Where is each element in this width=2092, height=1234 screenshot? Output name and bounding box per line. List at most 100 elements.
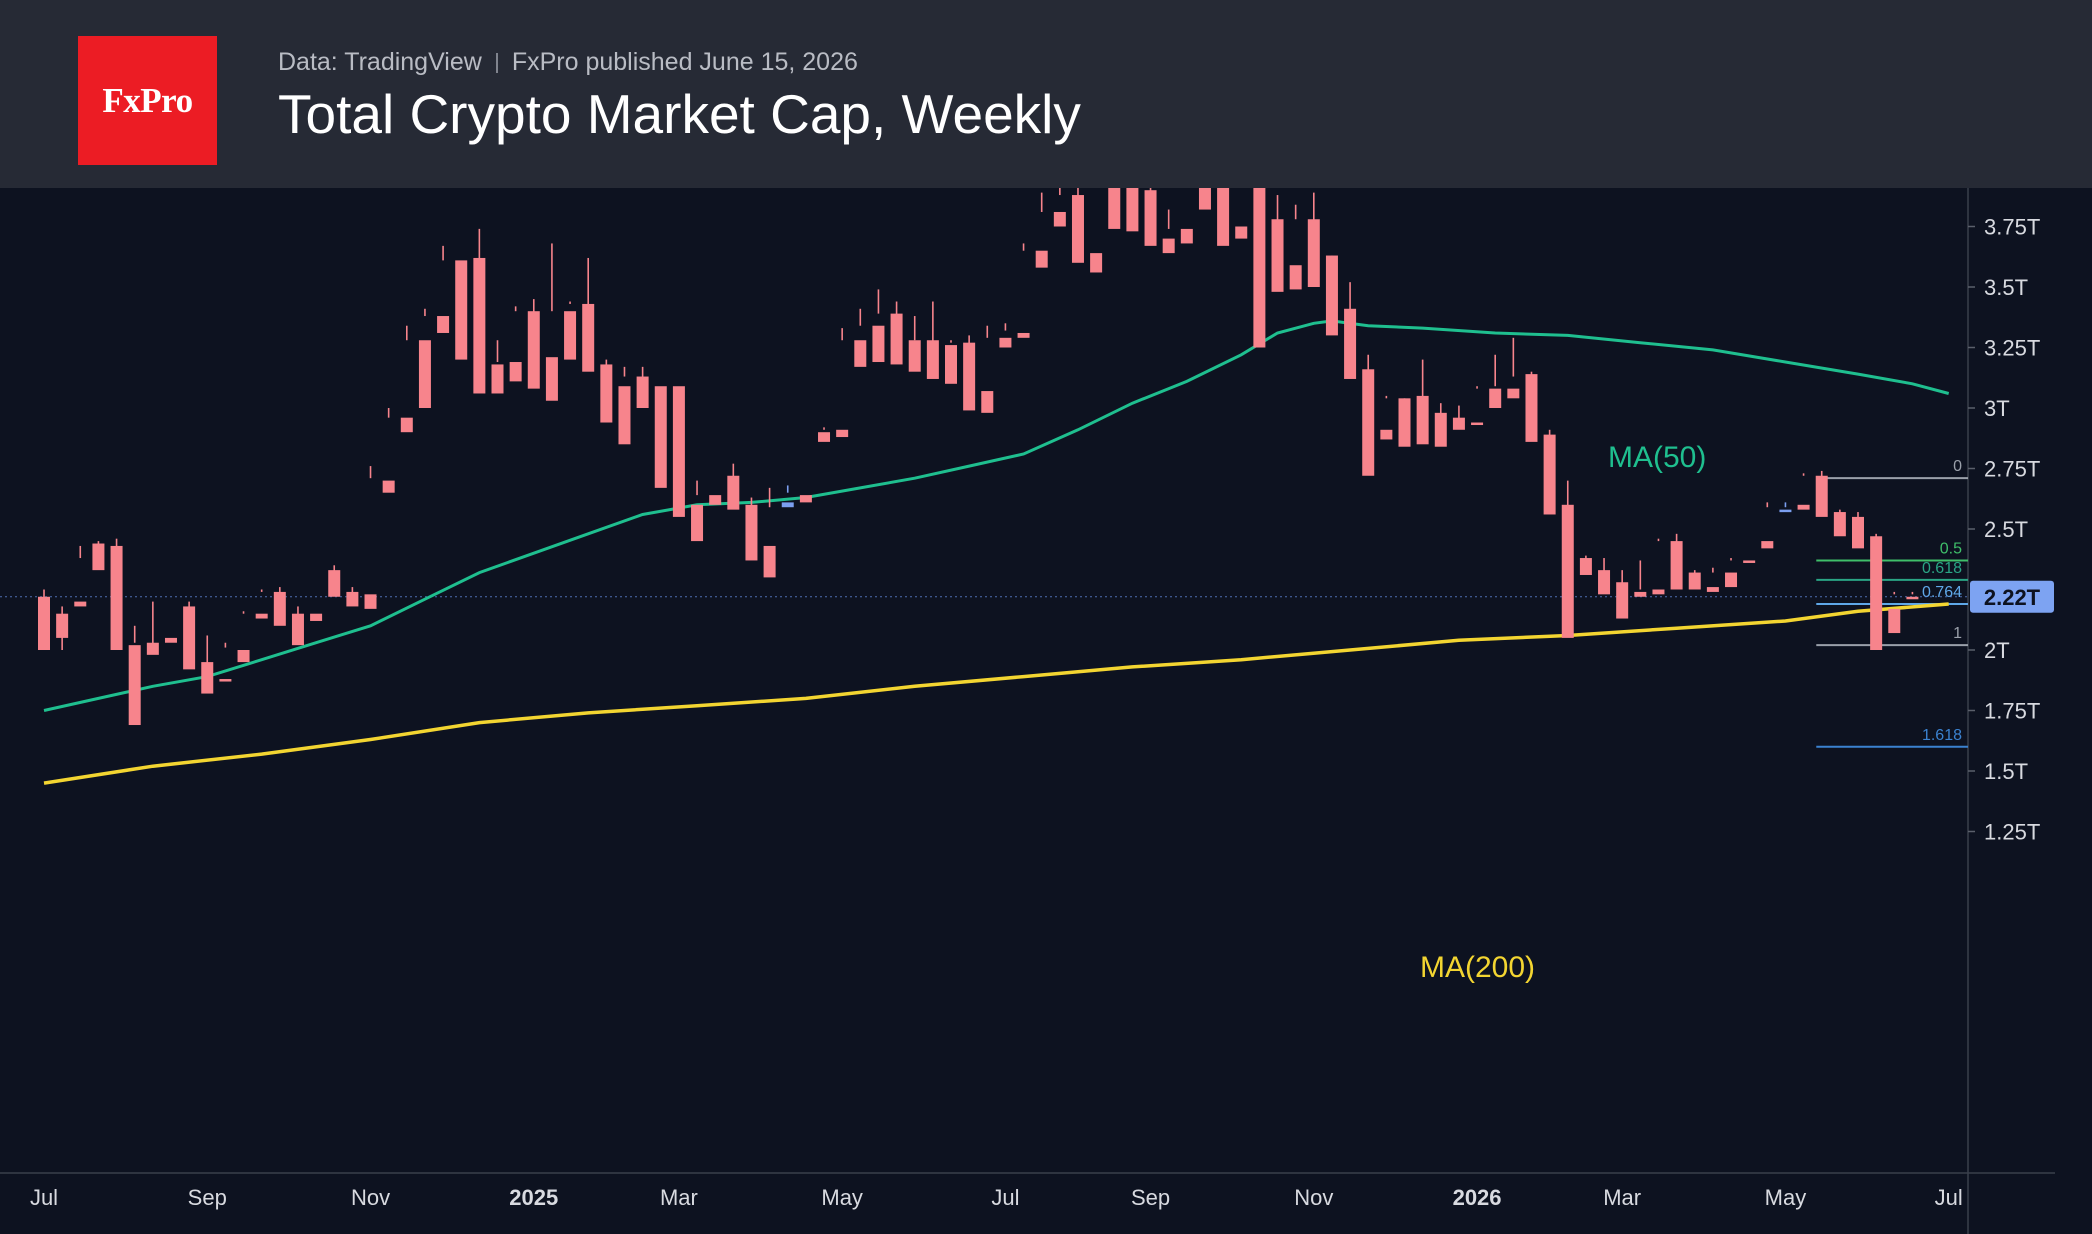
candle-body	[1670, 541, 1683, 590]
candle-body	[1706, 587, 1719, 592]
candle-body	[1797, 504, 1810, 510]
data-source: Data: TradingView	[278, 48, 482, 76]
candle-body	[92, 543, 105, 571]
candle-body	[382, 480, 395, 493]
fib-level-label: 1	[1953, 625, 1962, 642]
y-tick-label: 3.5T	[1984, 275, 2028, 300]
y-tick-label: 3.25T	[1984, 336, 2040, 361]
candle-body	[1108, 188, 1121, 229]
candle-body	[1743, 560, 1756, 563]
candle-body	[455, 260, 468, 360]
candle-body	[1652, 589, 1665, 595]
crypto-market-cap-chart: 5T4.75T4.5T4.25T4T3.75T3.5T3.25T3T2.75T2…	[0, 188, 2055, 1234]
candle-body	[291, 613, 304, 646]
fib-level-label: 0.5	[1940, 540, 1962, 557]
candle-body	[926, 340, 939, 379]
candle-body	[1452, 417, 1465, 430]
candle-body	[437, 316, 450, 333]
candle-body	[1416, 395, 1429, 445]
candle-body	[1561, 504, 1574, 638]
candle-body	[1362, 369, 1375, 476]
candle-body	[1035, 250, 1048, 268]
candle-body	[491, 364, 504, 394]
meta-separator	[495, 52, 498, 73]
candle-body	[727, 475, 740, 510]
candle-body	[74, 601, 87, 607]
x-tick-label: Jul	[1935, 1185, 1963, 1210]
y-tick-label: 1.5T	[1984, 759, 2028, 784]
candle-body	[527, 311, 540, 389]
candle-body	[1126, 188, 1139, 232]
candle-body	[1325, 255, 1338, 336]
logo-text: FxPro	[102, 80, 193, 120]
candle-body	[1235, 226, 1248, 239]
candle-body	[963, 342, 976, 411]
candle-body	[219, 679, 232, 682]
candle-body	[1634, 591, 1647, 597]
candle-body	[781, 502, 794, 508]
candle-body	[1398, 398, 1411, 447]
candle-body	[1253, 188, 1266, 348]
candle-body	[1090, 253, 1103, 273]
candle-body	[1598, 570, 1611, 595]
y-tick-label: 1.75T	[1984, 699, 2040, 724]
candle-body	[1852, 516, 1864, 549]
candle-body	[1471, 422, 1484, 426]
candle-body	[1344, 308, 1357, 379]
fib-level-label: 1.618	[1922, 727, 1962, 744]
y-tick-label: 2.5T	[1984, 517, 2028, 542]
candle-body	[273, 591, 286, 626]
candle-body	[745, 504, 758, 561]
candle-body	[183, 606, 196, 670]
candle-body	[672, 386, 685, 517]
candle-body	[890, 313, 903, 365]
candle-body	[328, 570, 341, 597]
candle-body	[945, 345, 957, 384]
candle-body	[981, 391, 994, 413]
ma200-series-line	[43, 602, 1949, 785]
y-tick-label: 2T	[1984, 638, 2010, 663]
y-tick-label: 3.75T	[1984, 215, 2040, 240]
page-title: Total Crypto Market Cap, Weekly	[278, 83, 1081, 145]
candle-body	[310, 613, 323, 621]
candle-body	[1870, 536, 1883, 650]
candle-body	[799, 495, 812, 503]
candle-body	[908, 340, 921, 372]
x-tick-label: Nov	[351, 1185, 390, 1210]
x-tick-label: Nov	[1294, 1185, 1333, 1210]
candle-body	[1489, 388, 1502, 408]
candle-body	[1779, 509, 1792, 513]
candle-body	[618, 386, 631, 445]
fib-level-label: 0.618	[1922, 560, 1962, 577]
candle-body	[164, 637, 177, 643]
candle-body	[564, 311, 577, 360]
candle-body	[1833, 512, 1846, 537]
candle-body	[582, 303, 595, 372]
y-tick-label: 3T	[1984, 396, 2010, 421]
candle-body	[818, 432, 831, 442]
candle-body	[146, 642, 159, 655]
candle-body	[56, 613, 69, 638]
candle-body	[1888, 608, 1901, 634]
last-price-tag	[1970, 580, 2054, 613]
last-price-tag-label: 2.22T	[1984, 585, 2041, 610]
candle-body	[1815, 475, 1828, 517]
candle-body	[1271, 219, 1284, 292]
candle-body	[1217, 188, 1230, 246]
candle-body	[1198, 188, 1211, 210]
candle-body	[1434, 412, 1447, 447]
x-tick-label: Jul	[991, 1185, 1019, 1210]
candle-body	[836, 429, 849, 438]
x-tick-label: Mar	[660, 1185, 698, 1210]
candle-body	[872, 325, 885, 363]
candle-body	[1525, 374, 1538, 442]
candle-body	[201, 662, 214, 694]
candle-body	[1289, 265, 1302, 290]
y-tick-label: 2.75T	[1984, 457, 2040, 482]
candle-body	[38, 596, 50, 650]
candle-body	[346, 591, 359, 607]
x-tick-label: Sep	[1131, 1185, 1170, 1210]
candle-body	[1761, 541, 1774, 549]
candle-body	[999, 337, 1012, 348]
candle-body	[1144, 190, 1157, 246]
